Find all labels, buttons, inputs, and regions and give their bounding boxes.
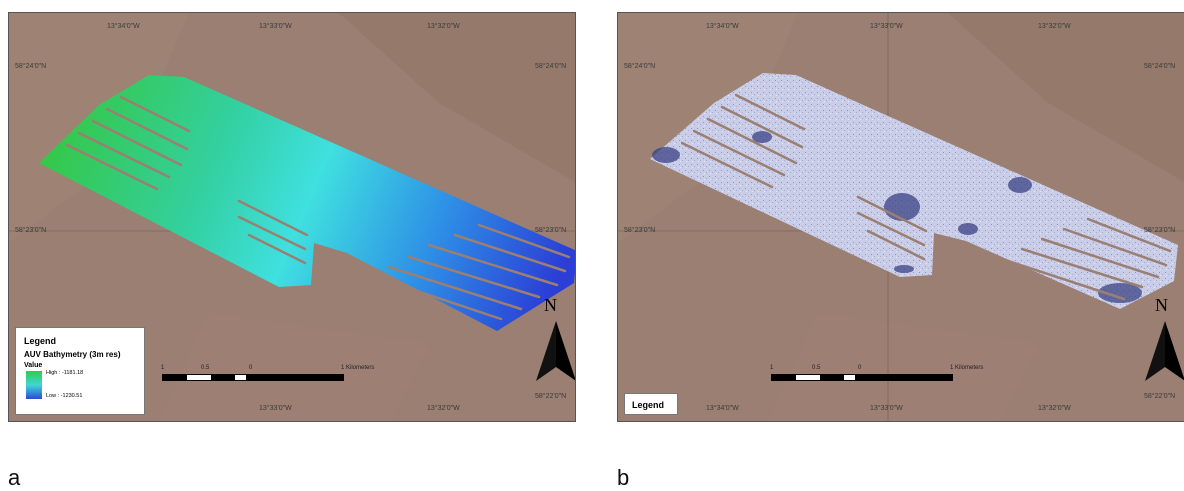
graticule-right-label: 58°22'0"N [535,393,567,400]
graticule-left-label: 58°24'0"N [624,63,656,70]
graticule-right-label: 58°24'0"N [535,63,567,70]
graticule-left-label: 58°23'0"N [624,227,656,234]
scale-tick-label: 0.5 [812,365,821,371]
basemap-tile [948,13,1184,182]
scale-tick-label: 0.5 [201,365,210,371]
basemap-tile [339,13,575,182]
graticule-bottom-label: 13°33'0"W [870,405,903,412]
map-legend: Legend [624,393,678,415]
graticule-right-label: 58°24'0"N [1144,63,1176,70]
graticule-left-label: 58°24'0"N [15,63,47,70]
basemap-tile [768,313,1038,421]
north-label: N [544,295,557,315]
legend-title: Legend [24,336,57,346]
scale-tick-label: 1 [161,365,165,371]
scale-bar-graphic [771,374,953,381]
scale-tick-label: 0 [249,365,253,371]
graticule-bottom-label: 13°34'0"W [706,405,739,412]
survey-track-gaps [680,93,1172,301]
north-arrow-icon [536,321,575,381]
graticule-right-label: 58°23'0"N [535,227,567,234]
map-panel-b: 13°34'0"W 13°33'0"W 13°32'0"W 13°34'0"W … [617,12,1184,422]
legend-layer-name: AUV Bathymetry (3m res) [24,350,121,359]
north-arrow: N [536,295,575,385]
graticule-top-label: 13°34'0"W [706,23,739,30]
figure-label-b: b [617,465,630,490]
scale-tick-label: 1 [770,365,774,371]
survey-track-gaps [65,95,571,321]
graticule-top-label: 13°32'0"W [427,23,460,30]
basemap-tile [159,313,429,421]
legend-value-label: Value [24,362,43,369]
graticule-top-label: 13°34'0"W [107,23,140,30]
graticule-top-label: 13°33'0"W [259,23,292,30]
graticule-top-label: 13°32'0"W [1038,23,1071,30]
legend-color-ramp [26,371,42,399]
survey-footprint [650,73,1178,309]
graticule-bottom-label: 13°32'0"W [427,405,460,412]
north-arrow: N [1145,295,1184,385]
scale-tick-label: 1 Kilometers [341,365,375,371]
graticule-right-label: 58°22'0"N [1144,393,1176,400]
graticule-bottom-label: 13°33'0"W [259,405,292,412]
scale-tick-label: 0 [858,365,862,371]
map-panel-a: 13°34'0"W 13°33'0"W 13°32'0"W 13°33'0"W … [8,12,576,422]
legend-high-value: High : -1181.18 [46,370,84,376]
graticule-top-label: 13°33'0"W [870,23,903,30]
graticule-left-label: 58°23'0"N [15,227,47,234]
legend-low-value: Low : -1230.51 [46,393,83,399]
figure-label-a: a [8,465,21,490]
graticule-right-label: 58°23'0"N [1144,227,1176,234]
north-label: N [1155,295,1168,315]
graticule-bottom-label: 13°32'0"W [1038,405,1071,412]
map-legend: Legend AUV Bathymetry (3m res) Value Hig… [15,327,145,415]
backscatter-map [618,13,1184,421]
legend-title: Legend [632,400,665,410]
scale-tick-label: 1 Kilometers [950,365,984,371]
scale-bar-graphic [162,374,344,381]
bathymetry-map [9,13,575,421]
north-arrow-icon [1145,321,1184,381]
